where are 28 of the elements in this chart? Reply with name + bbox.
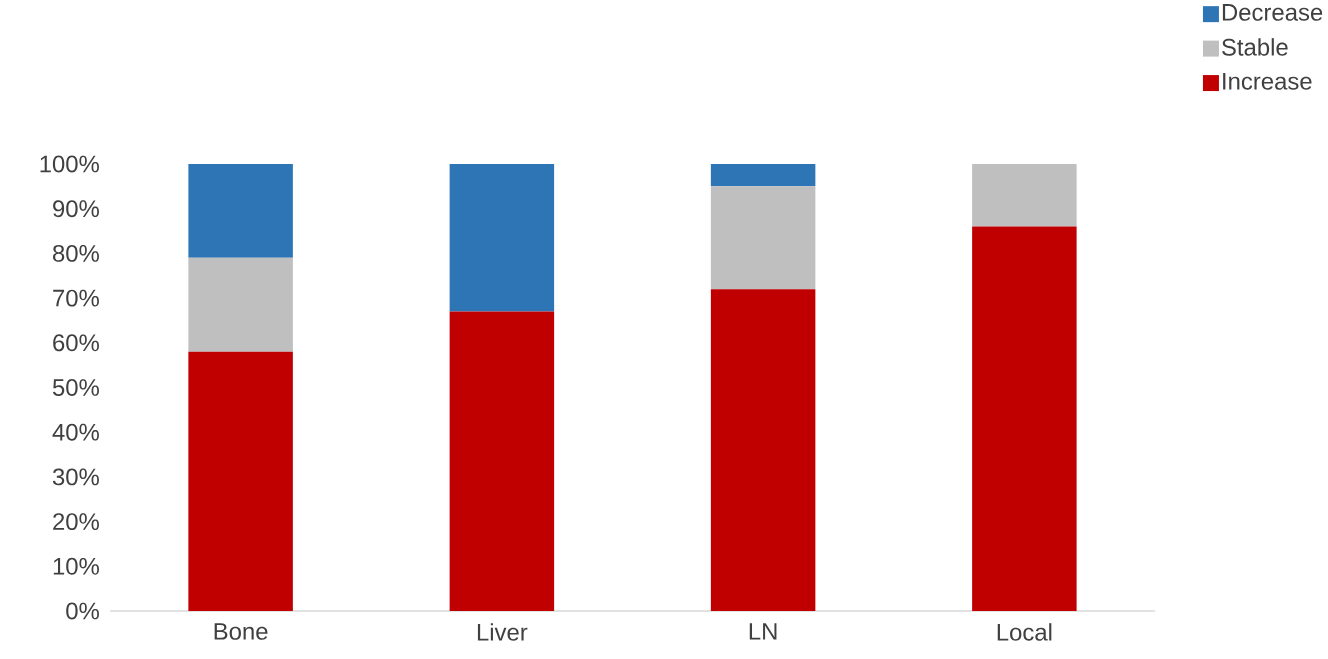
bar: [972, 164, 1077, 227]
y-tick-label: 0%: [66, 602, 99, 620]
y-tick-label: 30%: [52, 468, 99, 486]
y-tick-label: 20%: [53, 513, 99, 531]
bar: [449, 164, 555, 312]
legend-label: Decrease: [1222, 4, 1323, 21]
bar: [188, 164, 293, 258]
y-tick-label: 40%: [52, 423, 99, 441]
x-tick-label: Local: [997, 623, 1052, 641]
y-tick-label: 70%: [53, 289, 99, 307]
y-tick-label: 100%: [40, 155, 99, 173]
y-tick-label: 90%: [53, 200, 99, 218]
bar: [710, 289, 816, 611]
x-tick-label: Liver: [477, 623, 528, 641]
bar: [188, 257, 293, 352]
y-tick-label: 80%: [53, 244, 99, 262]
y-tick-label: 50%: [52, 379, 99, 396]
y-tick-label: 10%: [53, 557, 99, 575]
legend-label: Stable: [1222, 38, 1288, 56]
bar: [710, 164, 816, 187]
bar: [972, 226, 1077, 611]
bar: [710, 186, 816, 290]
bar: [188, 351, 293, 611]
x-tick-label: Bone: [214, 623, 268, 640]
x-tick-label: LN: [749, 623, 777, 640]
y-tick-label: 60%: [53, 334, 99, 352]
legend-label: Increase: [1223, 73, 1312, 90]
bar: [449, 311, 555, 611]
